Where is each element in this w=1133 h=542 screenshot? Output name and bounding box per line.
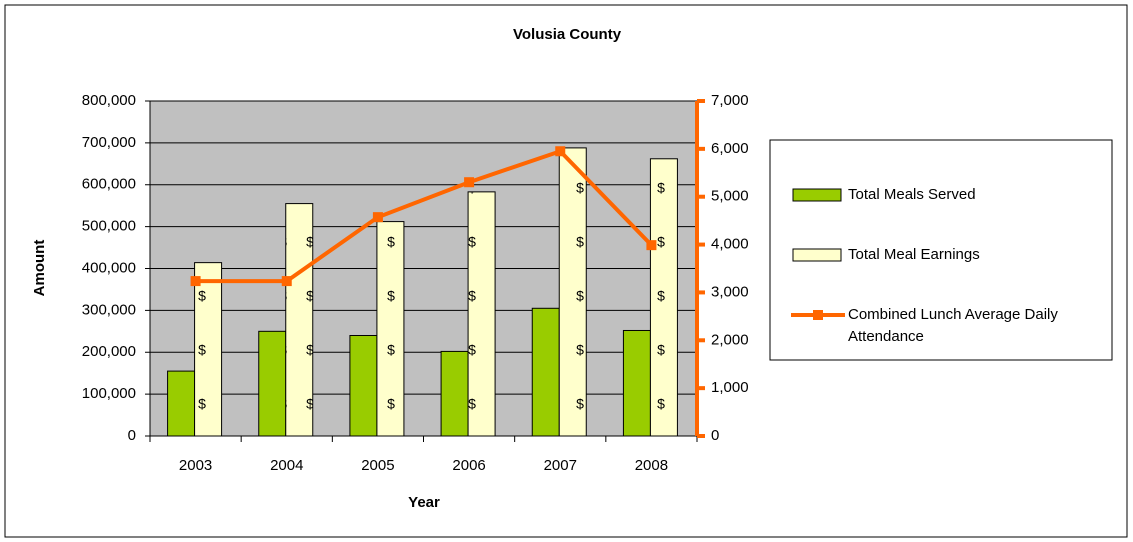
bar bbox=[467, 191, 496, 437]
bar bbox=[622, 329, 651, 437]
line-marker bbox=[190, 276, 201, 287]
legend-label-box: Total Meal Earnings bbox=[848, 246, 980, 263]
line-marker bbox=[464, 177, 475, 188]
bar bbox=[531, 307, 560, 437]
legend-label: Combined Lunch Average Daily Attendance bbox=[848, 306, 1058, 345]
bar bbox=[558, 147, 587, 437]
y-tick-label: 400,000 bbox=[82, 259, 136, 276]
legend-label-box: Combined Lunch Average Daily Attendance bbox=[848, 306, 1058, 345]
y-tick-label: 300,000 bbox=[82, 301, 136, 318]
legend-swatch bbox=[792, 188, 842, 202]
legend-swatch bbox=[792, 248, 842, 262]
y-tick-label: 600,000 bbox=[82, 176, 136, 193]
x-axis-title: Year bbox=[408, 494, 440, 511]
y2-tick-label: 6,000 bbox=[711, 140, 749, 157]
chart-title: Volusia County bbox=[513, 26, 622, 43]
legend-label: Total Meal Earnings bbox=[848, 246, 980, 263]
bar bbox=[167, 370, 196, 437]
bar bbox=[258, 330, 287, 437]
y2-tick-label: 2,000 bbox=[711, 331, 749, 348]
bar bbox=[285, 203, 314, 437]
y-tick-label: 700,000 bbox=[82, 134, 136, 151]
line-marker bbox=[372, 212, 383, 223]
x-tick-label: 2007 bbox=[544, 457, 577, 474]
y-axis-title: Amount bbox=[31, 240, 48, 297]
legend-label-box: Total Meals Served bbox=[848, 186, 976, 203]
legend-swatch bbox=[813, 310, 823, 320]
y2-tick-label: 3,000 bbox=[711, 283, 749, 300]
bar bbox=[649, 158, 678, 437]
bar bbox=[376, 221, 405, 437]
y-tick-label: 800,000 bbox=[82, 92, 136, 109]
y-tick-label: 200,000 bbox=[82, 343, 136, 360]
x-tick-label: 2005 bbox=[361, 457, 394, 474]
x-tick-label: 2006 bbox=[452, 457, 485, 474]
line-marker bbox=[555, 146, 566, 157]
bar bbox=[440, 350, 469, 437]
x-tick-label: 2003 bbox=[179, 457, 212, 474]
line bbox=[195, 148, 653, 284]
line-marker bbox=[281, 276, 292, 287]
x-tick-label: 2004 bbox=[270, 457, 303, 474]
y2-tick-label: 1,000 bbox=[711, 379, 749, 396]
y2-tick-label: 0 bbox=[711, 427, 719, 444]
y2-tick-label: 4,000 bbox=[711, 236, 749, 253]
y2-tick-label: 7,000 bbox=[711, 92, 749, 109]
bar bbox=[349, 335, 378, 437]
bar bbox=[194, 262, 223, 437]
x-tick-label: 2008 bbox=[635, 457, 668, 474]
legend-label: Total Meals Served bbox=[848, 186, 976, 203]
y-tick-label: 0 bbox=[128, 427, 136, 444]
y-tick-label: 100,000 bbox=[82, 385, 136, 402]
y2-tick-label: 5,000 bbox=[711, 188, 749, 205]
line-marker bbox=[646, 240, 657, 251]
y-tick-label: 500,000 bbox=[82, 218, 136, 235]
